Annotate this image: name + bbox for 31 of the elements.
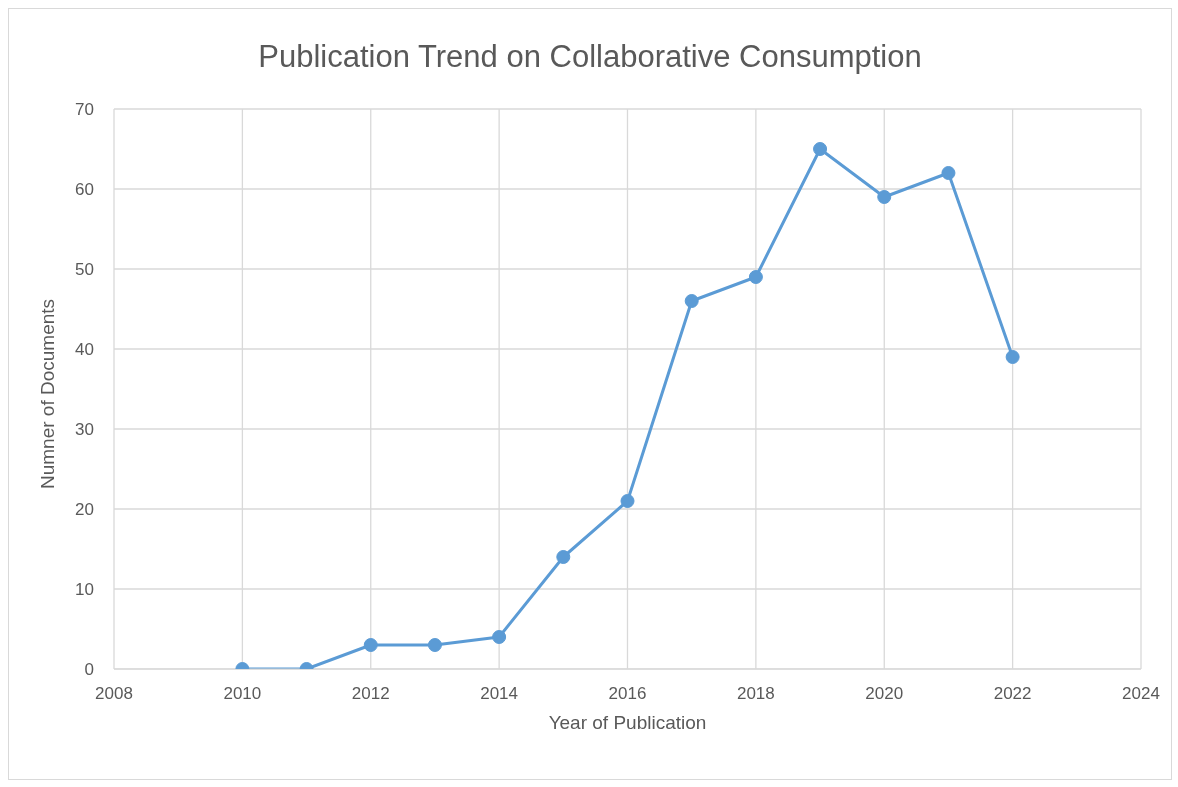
y-tick-label: 70 (75, 100, 94, 120)
point (748, 270, 763, 284)
x-tick-label: 2020 (865, 684, 904, 704)
y-tick-label: 30 (75, 420, 94, 440)
y-tick-label: 60 (75, 180, 94, 200)
y-tick-label: 50 (75, 260, 94, 280)
point (1005, 350, 1020, 364)
y-tick-label: 20 (75, 500, 94, 520)
y-tick-label: 10 (75, 580, 94, 600)
y-tick-label: 0 (84, 660, 94, 680)
x-tick-label: 2018 (736, 684, 775, 704)
chart-title: Publication Trend on Collaborative Consumption (257, 39, 923, 75)
x-tick-label: 2008 (95, 684, 133, 704)
y-tick-label: 40 (75, 340, 94, 360)
point (556, 550, 571, 564)
point (427, 638, 442, 652)
point (492, 630, 507, 644)
x-axis-title: Year of Publication (548, 712, 707, 733)
x-tick-label: 2016 (608, 684, 647, 704)
x-tick-label: 2022 (993, 684, 1032, 704)
x-tick-label: 2010 (223, 684, 262, 704)
point (877, 190, 892, 204)
x-tick-label: 2012 (351, 684, 390, 704)
point (941, 166, 956, 180)
y-axis-title: Numner of Documents (36, 298, 58, 489)
x-tick-label: 2014 (480, 684, 519, 704)
x-tick-label: 2024 (1122, 684, 1160, 704)
point (363, 638, 378, 652)
point (684, 294, 699, 308)
point (813, 142, 828, 156)
point (620, 494, 635, 508)
